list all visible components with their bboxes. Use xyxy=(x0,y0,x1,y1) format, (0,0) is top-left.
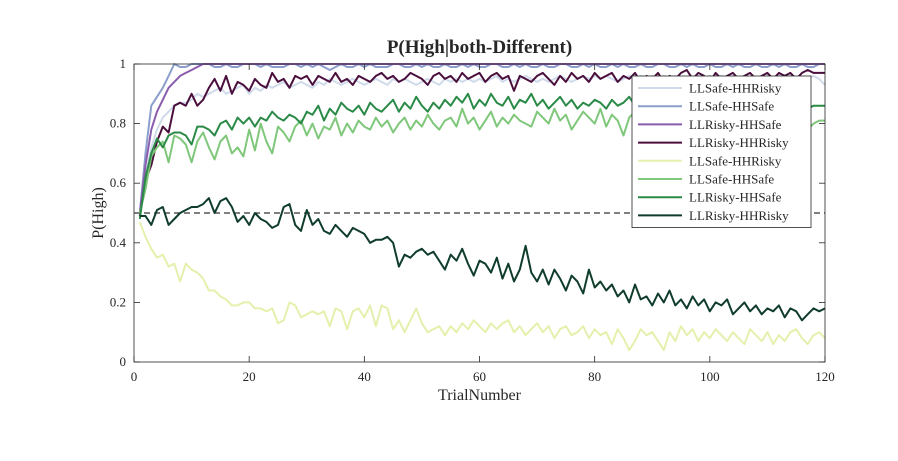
series-line-5 xyxy=(138,221,826,352)
x-axis: 0 20 40 60 80 100 120 xyxy=(131,64,835,384)
legend-box xyxy=(631,75,812,229)
legend-label: LLSafe-HHSafe xyxy=(689,172,774,187)
legend-label: LLRisky-HHSafe xyxy=(689,117,782,132)
y-axis-label: P(High) xyxy=(90,187,107,239)
legend-label: LLSafe-HHRisky xyxy=(689,153,782,168)
legend-label: LLRisky-HHSafe xyxy=(689,190,782,205)
x-tick-label: 40 xyxy=(358,369,371,384)
chart-title: P(High|both-Different) xyxy=(387,37,572,58)
y-axis: 0 0.2 0.4 0.6 0.8 1 xyxy=(110,56,825,369)
y-tick-label: 0.2 xyxy=(110,294,126,309)
y-tick-label: 0 xyxy=(120,354,127,369)
x-tick-label: 60 xyxy=(473,369,486,384)
legend-label: LLSafe-HHSafe xyxy=(689,99,774,114)
y-tick-label: 0.6 xyxy=(110,175,127,190)
legend-label: LLRisky-HHRisky xyxy=(689,208,789,223)
y-tick-label: 0.8 xyxy=(110,116,126,131)
legend-label: LLRisky-HHRisky xyxy=(689,135,789,150)
x-tick-label: 80 xyxy=(588,369,601,384)
legend-label: LLSafe-HHRisky xyxy=(689,81,782,96)
x-tick-label: 0 xyxy=(131,369,138,384)
y-tick-label: 1 xyxy=(120,56,127,71)
x-axis-label: TrialNumber xyxy=(438,387,522,404)
y-tick-label: 0.4 xyxy=(110,235,127,250)
x-tick-label: 20 xyxy=(243,369,256,384)
x-tick-label: 100 xyxy=(700,369,720,384)
x-tick-label: 120 xyxy=(815,369,835,384)
series-line-8 xyxy=(139,197,826,322)
legend: LLSafe-HHRisky LLSafe-HHSafe LLRisky-HHSaf… xyxy=(631,75,812,229)
